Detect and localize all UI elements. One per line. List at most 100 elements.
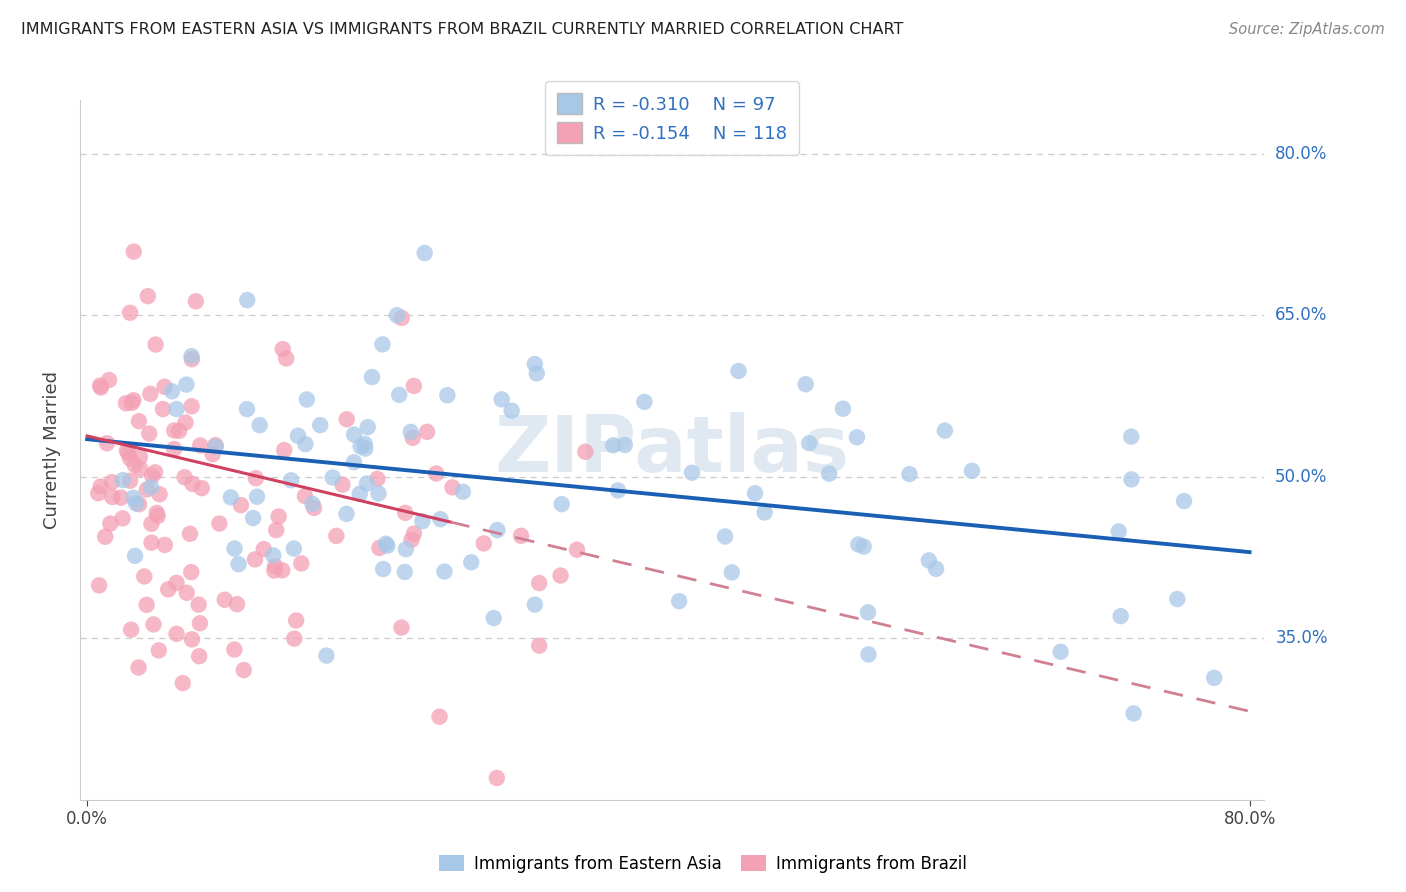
Point (799, 436, 821, 450)
Point (264, 523, 287, 537)
Point (180, 399, 202, 413)
Point (110, 491, 132, 505)
Point (139, 387, 162, 401)
Text: 80.0%: 80.0% (1275, 145, 1327, 163)
Point (472, 536, 495, 550)
Point (283, 541, 305, 556)
Point (425, 467, 447, 481)
Point (1121, 429, 1143, 443)
Point (413, 246, 436, 260)
Point (451, 484, 474, 499)
Point (87, 578, 110, 592)
Y-axis label: Currently Married: Currently Married (44, 371, 60, 529)
Point (391, 621, 413, 635)
Point (226, 597, 249, 611)
Text: 50.0%: 50.0% (1275, 467, 1327, 486)
Point (925, 562, 948, 576)
Point (181, 632, 204, 647)
Point (681, 466, 703, 480)
Point (262, 549, 284, 563)
Point (371, 337, 394, 351)
Point (139, 480, 162, 494)
Point (523, 357, 546, 371)
Point (111, 473, 134, 487)
Point (122, 491, 145, 505)
Point (336, 412, 359, 426)
Point (720, 566, 742, 580)
Point (129, 450, 152, 464)
Point (129, 462, 152, 476)
Point (714, 529, 737, 543)
Point (491, 392, 513, 407)
Point (180, 349, 202, 363)
Point (253, 542, 276, 557)
Point (527, 639, 550, 653)
Point (180, 352, 202, 367)
Point (267, 509, 290, 524)
Point (101, 475, 124, 489)
Legend: Immigrants from Eastern Asia, Immigrants from Brazil: Immigrants from Eastern Asia, Immigrants… (432, 848, 974, 880)
Point (482, 611, 505, 625)
Point (361, 370, 384, 384)
Point (302, 500, 325, 515)
Point (335, 507, 357, 521)
Point (276, 351, 298, 366)
Point (1121, 472, 1143, 486)
Point (290, 557, 312, 571)
Point (96, 436, 118, 450)
Point (208, 516, 231, 531)
Point (332, 477, 354, 491)
Point (343, 427, 366, 442)
Point (264, 559, 287, 574)
Point (343, 455, 366, 469)
Point (124, 549, 146, 563)
Point (228, 557, 250, 571)
Point (485, 771, 508, 785)
Point (357, 420, 380, 434)
Point (460, 555, 482, 569)
Point (188, 616, 211, 631)
Point (87, 486, 110, 500)
Point (301, 497, 323, 511)
Point (367, 486, 389, 500)
Point (166, 575, 188, 590)
Point (128, 660, 150, 674)
Point (136, 289, 159, 303)
Point (754, 505, 776, 519)
Point (402, 379, 425, 393)
Point (188, 438, 211, 452)
Point (214, 592, 236, 607)
Point (153, 380, 176, 394)
Point (633, 395, 655, 409)
Point (219, 491, 242, 505)
Point (176, 586, 198, 600)
Point (152, 402, 174, 417)
Point (236, 402, 259, 417)
Point (117, 446, 139, 460)
Point (165, 402, 187, 417)
Point (607, 483, 630, 498)
Point (1173, 494, 1195, 508)
Point (115, 396, 138, 410)
Point (232, 663, 254, 677)
Point (356, 476, 378, 491)
Point (101, 490, 124, 504)
Point (224, 642, 246, 657)
Point (858, 648, 880, 662)
Point (394, 506, 416, 520)
Point (510, 529, 533, 543)
Point (395, 542, 418, 557)
Point (1122, 706, 1144, 721)
Point (201, 447, 224, 461)
Point (141, 516, 163, 531)
Point (229, 498, 252, 512)
Point (141, 468, 163, 483)
Point (135, 598, 157, 612)
Point (128, 497, 150, 511)
Point (501, 403, 523, 417)
Point (94, 530, 117, 544)
Point (128, 414, 150, 428)
Point (918, 553, 941, 567)
Point (163, 424, 186, 438)
Point (436, 388, 458, 402)
